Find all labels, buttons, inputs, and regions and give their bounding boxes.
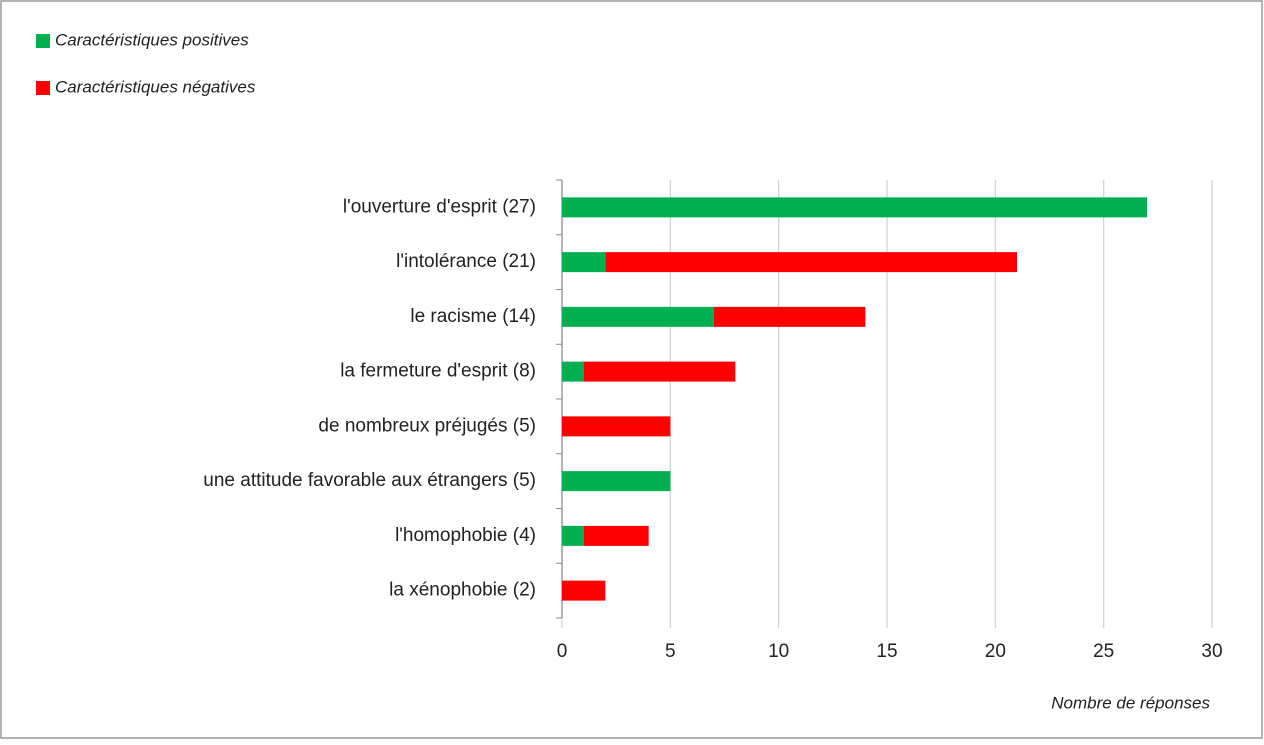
legend-swatch [36, 81, 50, 95]
x-axis-label: Nombre de réponses [1051, 693, 1210, 712]
y-tick-label: le racisme (14) [410, 306, 536, 327]
x-tick-label: 25 [1093, 641, 1114, 662]
y-tick-label: la xénophobie (2) [389, 580, 536, 601]
bar-segment [562, 580, 606, 601]
x-tick-label: 20 [985, 641, 1006, 662]
bar-segment [562, 525, 584, 546]
x-tick-label: 0 [557, 641, 568, 662]
bar-segment [605, 252, 1017, 273]
legend-swatch [36, 34, 50, 48]
bar-segment [562, 361, 584, 382]
y-tick-label: l'homophobie (4) [395, 525, 536, 546]
bar-segment [713, 306, 866, 327]
x-tick-label: 5 [665, 641, 676, 662]
x-tick-label: 15 [876, 641, 897, 662]
bar-segment [583, 361, 736, 382]
y-tick-label: de nombreux préjugés (5) [318, 415, 536, 436]
legend-label: Caractéristiques négatives [55, 77, 256, 96]
bar-segment [562, 306, 714, 327]
legend-label: Caractéristiques positives [55, 30, 249, 49]
bar-segment [562, 197, 1147, 218]
y-tick-label: la fermeture d'esprit (8) [340, 361, 536, 382]
x-tick-label: 30 [1201, 641, 1222, 662]
bar-segment [562, 252, 606, 273]
y-tick-label: une attitude favorable aux étrangers (5) [203, 470, 536, 491]
bar-segment [583, 525, 649, 546]
y-tick-label: l'ouverture d'esprit (27) [343, 196, 536, 217]
x-tick-label: 10 [768, 641, 789, 662]
bar-segment [562, 471, 671, 492]
y-tick-label: l'intolérance (21) [396, 251, 536, 272]
bar-segment [562, 416, 671, 437]
